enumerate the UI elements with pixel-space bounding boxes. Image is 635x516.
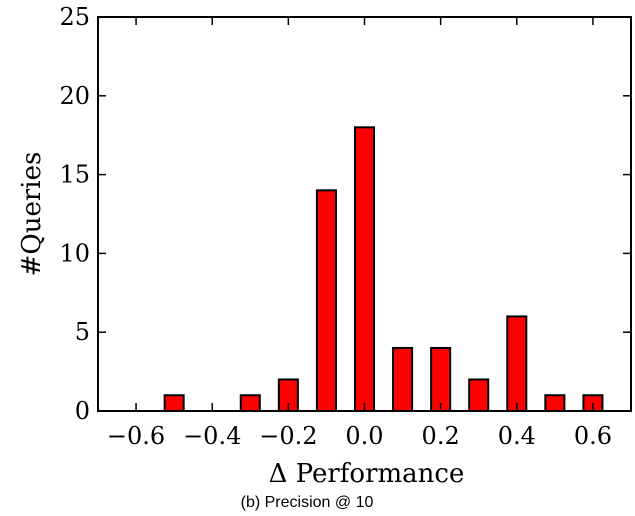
histogram-bar	[163, 394, 185, 412]
ticks-layer: −0.6 −0.4 −0.2 0.0 0.2 0.4 0.6 0 5 10 15 20 25	[59, 3, 631, 450]
x-tick-label: −0.2	[259, 422, 317, 450]
bars-layer	[163, 126, 604, 413]
x-tick-label: 0.0	[345, 422, 383, 450]
x-tick-label: 0.4	[498, 422, 536, 450]
histogram-bar	[315, 189, 337, 412]
x-axis-label: Δ Performance	[269, 459, 465, 489]
x-tick-label: 0.2	[422, 422, 460, 450]
y-tick-label: 10	[59, 239, 90, 267]
histogram-bar	[353, 126, 376, 412]
histogram-bar	[468, 378, 490, 413]
y-tick-label: 25	[59, 3, 90, 31]
histogram-bar	[239, 394, 261, 412]
histogram-bar	[430, 346, 452, 412]
y-axis-label: #Queries	[17, 152, 47, 277]
histogram-bar	[506, 315, 528, 412]
histogram-bar	[392, 346, 414, 412]
x-tick-label: 0.6	[574, 422, 612, 450]
y-tick-label: 0	[75, 397, 90, 425]
y-tick-label: 20	[59, 82, 90, 110]
x-tick-label: −0.4	[183, 422, 241, 450]
x-tick-label: −0.6	[107, 422, 165, 450]
figure-caption: (b) Precision @ 10	[241, 494, 374, 511]
y-tick-label: 15	[59, 161, 90, 189]
histogram-bar	[544, 394, 566, 412]
y-tick-label: 5	[75, 318, 90, 346]
